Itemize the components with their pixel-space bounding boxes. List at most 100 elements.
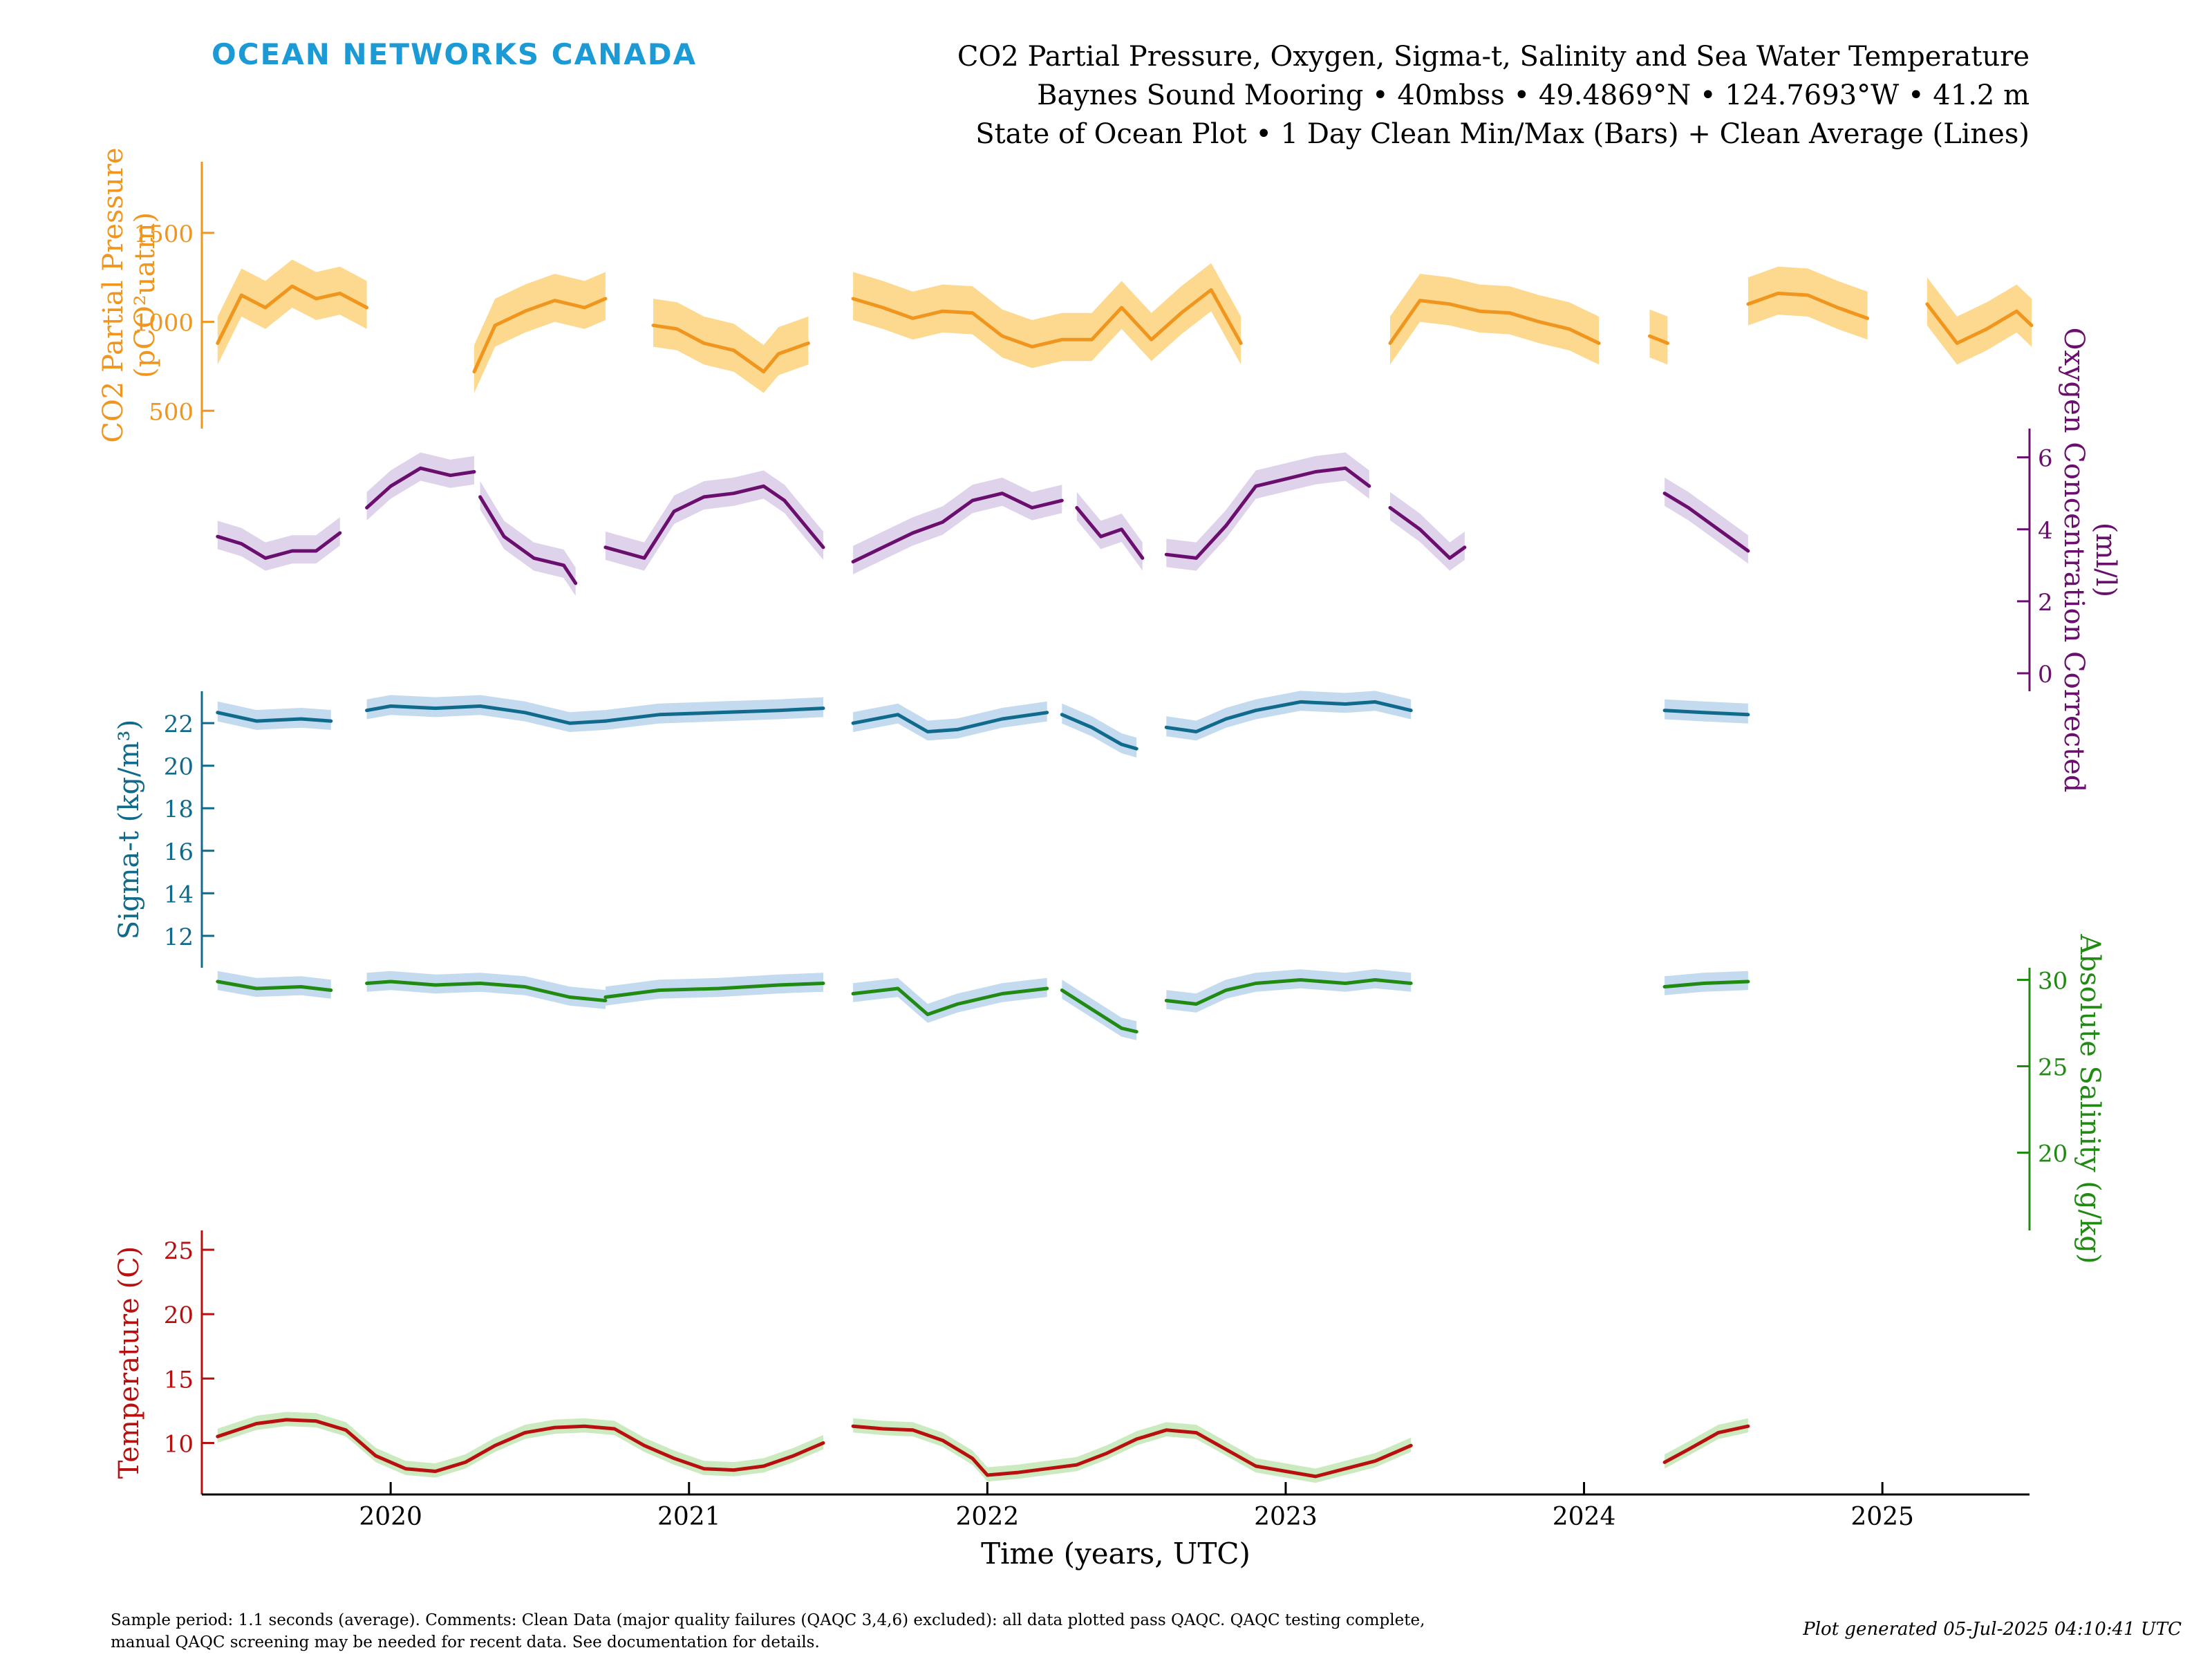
min-max-bands [217, 259, 2032, 1483]
co2-tick-label: 1500 [133, 221, 194, 248]
sigma-band-5 [1166, 691, 1412, 741]
oxygen-tick-label: 0 [2038, 661, 2053, 688]
oxygen-band-2 [480, 481, 576, 597]
sigma-band-3 [853, 701, 1047, 741]
co2-tick-label: 500 [149, 398, 194, 426]
co2-series-line-7 [1925, 302, 2034, 345]
oxygen-band-0 [217, 517, 340, 571]
sigma-tick-label: 18 [164, 796, 194, 823]
co2-band-6 [1747, 266, 1868, 340]
oxygen-band-7 [1390, 491, 1465, 571]
x-axis-tick-label: 2025 [1850, 1503, 1914, 1531]
co2-axis-label-2: (pCO²uatm) [129, 212, 161, 378]
salinity-tick-label: 25 [2038, 1054, 2068, 1082]
temperature-tick-label: 25 [164, 1237, 194, 1265]
salinity-band-5 [1166, 969, 1412, 1013]
temperature-axis-label-1: Temperature (C) [113, 1246, 145, 1479]
co2-series-line-0 [216, 284, 369, 345]
salinity-series-line-4 [1060, 988, 1138, 1033]
oxygen-tick-label: 6 [2038, 445, 2053, 473]
footer-note: Sample period: 1.1 seconds (average). Co… [111, 1609, 1700, 1653]
co2-band-0 [217, 259, 367, 365]
sigma-series-line-4 [1060, 713, 1138, 751]
chart-title: CO2 Partial Pressure, Oxygen, Sigma-t, S… [957, 41, 2030, 73]
co2-series-line-1 [472, 297, 608, 374]
salinity-series-line-3 [851, 986, 1049, 1016]
co2-series-line-6 [1746, 291, 1870, 320]
sigma-tick-label: 12 [164, 924, 194, 951]
oxygen-series-line-8 [1662, 491, 1750, 553]
sigma-tick-label: 20 [164, 753, 194, 781]
salinity-series-line-1 [365, 980, 608, 1002]
co2-series-line-4 [1388, 299, 1601, 345]
oxygen-series-line-3 [603, 484, 825, 560]
temperature-series-line-2 [1662, 1424, 1750, 1464]
axes [200, 162, 2031, 1496]
oxygen-axis-label-2: (ml/l) [2090, 523, 2121, 597]
x-axis-tick-label: 2024 [1553, 1503, 1616, 1531]
x-axis-tick-label: 2020 [359, 1503, 422, 1531]
salinity-band-3 [853, 977, 1047, 1023]
temperature-band-2 [1665, 1418, 1748, 1469]
sigma-series-line-2 [603, 706, 825, 723]
temperature-band-0 [217, 1412, 823, 1478]
oxygen-band-6 [1166, 452, 1369, 571]
sigma-series-line-3 [851, 711, 1049, 733]
average-lines [216, 284, 2034, 1479]
sigma-band-0 [217, 701, 331, 730]
sigma-band-1 [366, 695, 606, 732]
salinity-series-line-2 [603, 982, 825, 999]
plot-generated-timestamp: Plot generated 05-Jul-2025 04:10:41 UTC [1803, 1619, 2182, 1640]
oxygen-band-4 [853, 477, 1062, 574]
oxygen-tick-label: 2 [2038, 589, 2053, 617]
sigma-tick-label: 22 [164, 711, 194, 738]
co2-band-4 [1390, 274, 1600, 365]
salinity-band-4 [1062, 980, 1137, 1040]
co2-band-3 [853, 263, 1241, 368]
sigma-series-line-0 [216, 711, 333, 723]
salinity-band-0 [217, 971, 331, 999]
x-axis-label: Time (years, UTC) [981, 1537, 1250, 1571]
footer-note-line2: manual QAQC screening may be needed for … [111, 1633, 820, 1651]
temperature-series-line-1 [851, 1424, 1413, 1479]
chart-subtitle-description: State of Ocean Plot • 1 Day Clean Min/Ma… [975, 118, 2030, 150]
x-axis-tick-label: 2023 [1254, 1503, 1318, 1531]
co2-band-1 [474, 272, 606, 393]
salinity-series-line-0 [216, 980, 333, 992]
oxygen-band-3 [605, 470, 823, 571]
oxygen-series-line-2 [478, 495, 578, 585]
sigma-tick-label: 16 [164, 838, 194, 866]
sigma-series-line-6 [1662, 709, 1750, 717]
temperature-tick-label: 20 [164, 1302, 194, 1329]
footer-note-line1: Sample period: 1.1 seconds (average). Co… [111, 1611, 1425, 1629]
salinity-axis-label-1: Absolute Salinity (g/kg) [2074, 933, 2106, 1264]
sigma-axis-label-1: Sigma-t (kg/m³) [113, 720, 145, 939]
oxygen-series-line-6 [1164, 466, 1371, 560]
sigma-series-line-1 [365, 704, 608, 725]
oxygen-series-line-4 [851, 491, 1064, 564]
oxygen-band-5 [1076, 491, 1143, 571]
co2-series-line-5 [1648, 334, 1669, 345]
salinity-series-line-6 [1662, 980, 1750, 988]
oxygen-tick-label: 4 [2038, 517, 2053, 545]
oxygen-series-line-1 [365, 466, 476, 509]
brand-logo-text: OCEAN NETWORKS CANADA [212, 37, 697, 71]
oxygen-axis-label-1: Oxygen Concentration Corrected [2058, 328, 2090, 793]
salinity-tick-label: 20 [2038, 1141, 2068, 1168]
co2-tick-label: 1000 [133, 310, 194, 337]
co2-axis-label-1: CO2 Partial Pressure [97, 147, 129, 442]
temperature-tick-label: 10 [164, 1430, 194, 1458]
chart-title-block: CO2 Partial Pressure, Oxygen, Sigma-t, S… [957, 37, 2030, 153]
temperature-series-line-0 [216, 1418, 825, 1473]
x-axis-tick-label: 2021 [657, 1503, 721, 1531]
salinity-tick-label: 30 [2038, 968, 2068, 995]
oxygen-band-1 [366, 452, 474, 521]
co2-series-line-3 [851, 288, 1243, 349]
co2-series-line-2 [651, 324, 810, 374]
co2-band-7 [1927, 277, 2032, 365]
temperature-tick-label: 15 [164, 1366, 194, 1394]
oxygen-series-line-7 [1388, 506, 1467, 560]
oxygen-series-line-5 [1075, 506, 1145, 560]
